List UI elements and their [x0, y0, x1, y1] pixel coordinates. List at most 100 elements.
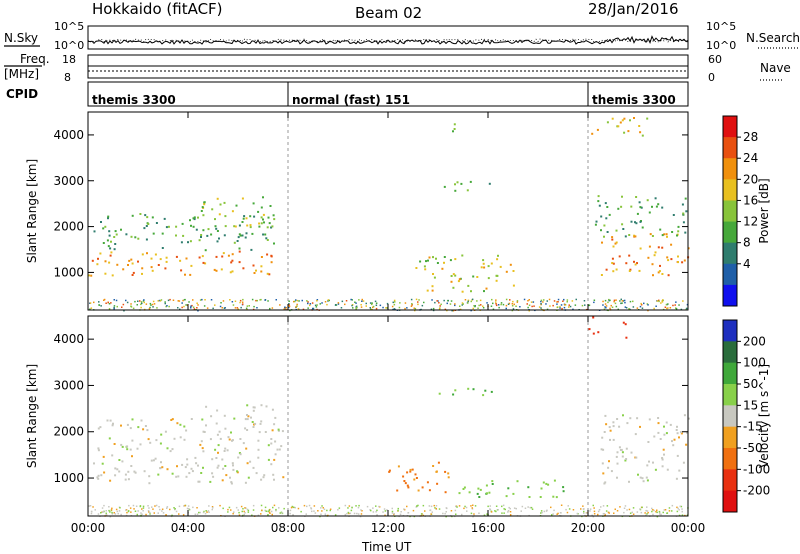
colorbar-swatch — [723, 341, 737, 364]
echo-pixel — [216, 409, 219, 412]
echo-pixel — [588, 304, 591, 306]
echo-pixel — [549, 305, 551, 307]
echo-pixel — [113, 307, 115, 310]
echo-pixel — [479, 299, 482, 302]
echo-pixel — [625, 336, 628, 339]
echo-pixel — [567, 505, 569, 507]
echo-pixel — [404, 482, 407, 485]
echo-pixel — [545, 510, 548, 512]
echo-pixel — [184, 504, 186, 507]
echo-pixel — [382, 306, 384, 309]
echo-pixel — [269, 307, 271, 310]
echo-pixel — [482, 394, 485, 397]
echo-pixel — [314, 512, 317, 514]
echo-pixel — [433, 504, 435, 507]
echo-pixel — [486, 492, 488, 495]
echo-pixel — [240, 505, 243, 508]
echo-pixel — [527, 300, 529, 302]
echo-pixel — [500, 303, 502, 306]
echo-pixel — [680, 432, 683, 435]
echo-pixel — [190, 467, 193, 470]
echo-pixel — [646, 513, 648, 515]
echo-pixel — [354, 301, 356, 303]
echo-pixel — [112, 422, 114, 425]
echo-pixel — [216, 433, 219, 436]
echo-pixel — [592, 504, 594, 507]
echo-pixel — [121, 460, 124, 463]
echo-pixel — [182, 234, 185, 237]
echo-pixel — [576, 512, 579, 515]
echo-pixel — [683, 414, 686, 417]
echo-pixel — [222, 252, 225, 255]
echo-pixel — [125, 233, 128, 236]
echo-pixel — [467, 387, 470, 390]
echo-pixel — [428, 505, 431, 507]
echo-pixel — [657, 203, 660, 206]
echo-pixel — [446, 302, 448, 305]
echo-pixel — [456, 506, 458, 508]
echo-pixel — [444, 491, 447, 494]
echo-pixel — [219, 305, 222, 308]
echo-pixel — [175, 255, 178, 258]
echo-pixel — [616, 476, 618, 479]
echo-pixel — [118, 470, 121, 473]
echo-pixel — [236, 240, 239, 242]
x-tick-label: 12:00 — [371, 521, 406, 535]
echo-pixel — [157, 264, 160, 266]
echo-pixel — [251, 232, 254, 235]
echo-pixel — [452, 273, 455, 276]
echo-pixel — [197, 310, 199, 312]
echo-pixel — [278, 448, 281, 451]
echo-pixel — [432, 307, 435, 310]
echo-pixel — [256, 307, 258, 309]
colorbar-swatch — [723, 116, 737, 138]
echo-pixel — [652, 461, 654, 464]
echo-pixel — [661, 234, 664, 237]
echo-pixel — [243, 215, 246, 218]
echo-pixel — [133, 470, 136, 473]
echo-pixel — [175, 510, 178, 513]
echo-pixel — [372, 511, 375, 513]
echo-pixel — [273, 242, 275, 245]
echo-pixel — [159, 258, 162, 261]
echo-pixel — [96, 263, 99, 266]
echo-pixel — [205, 405, 208, 408]
echo-pixel — [619, 300, 621, 302]
echo-pixel — [503, 508, 505, 510]
echo-pixel — [139, 300, 141, 302]
echo-pixel — [391, 507, 393, 510]
echo-pixel — [255, 472, 258, 475]
echo-pixel — [301, 299, 303, 302]
echo-pixel — [675, 308, 678, 310]
echo-pixel — [177, 300, 179, 302]
echo-pixel — [239, 301, 241, 304]
echo-pixel — [648, 211, 651, 214]
colorbar-tick-label: 24 — [743, 151, 758, 165]
echo-pixel — [149, 441, 152, 444]
x-tick-label: 16:00 — [471, 521, 506, 535]
echo-pixel — [479, 488, 482, 491]
echo-pixel — [663, 433, 666, 436]
echo-pixel — [593, 301, 595, 304]
echo-pixel — [143, 301, 145, 304]
echo-pixel — [132, 307, 135, 310]
echo-pixel — [216, 197, 219, 200]
echo-pixel — [505, 495, 508, 498]
echo-pixel — [105, 512, 107, 515]
echo-pixel — [167, 299, 170, 302]
echo-pixel — [362, 300, 365, 302]
echo-pixel — [230, 261, 233, 264]
echo-pixel — [626, 422, 629, 425]
echo-pixel — [419, 260, 422, 263]
echo-pixel — [201, 418, 204, 421]
echo-pixel — [600, 229, 602, 232]
echo-pixel — [561, 307, 563, 310]
echo-pixel — [252, 466, 255, 469]
echo-pixel — [161, 232, 164, 235]
echo-pixel — [649, 233, 652, 236]
echo-pixel — [678, 304, 680, 306]
echo-pixel — [168, 305, 170, 308]
echo-pixel — [135, 505, 138, 507]
echo-pixel — [466, 189, 469, 192]
echo-pixel — [144, 425, 147, 427]
